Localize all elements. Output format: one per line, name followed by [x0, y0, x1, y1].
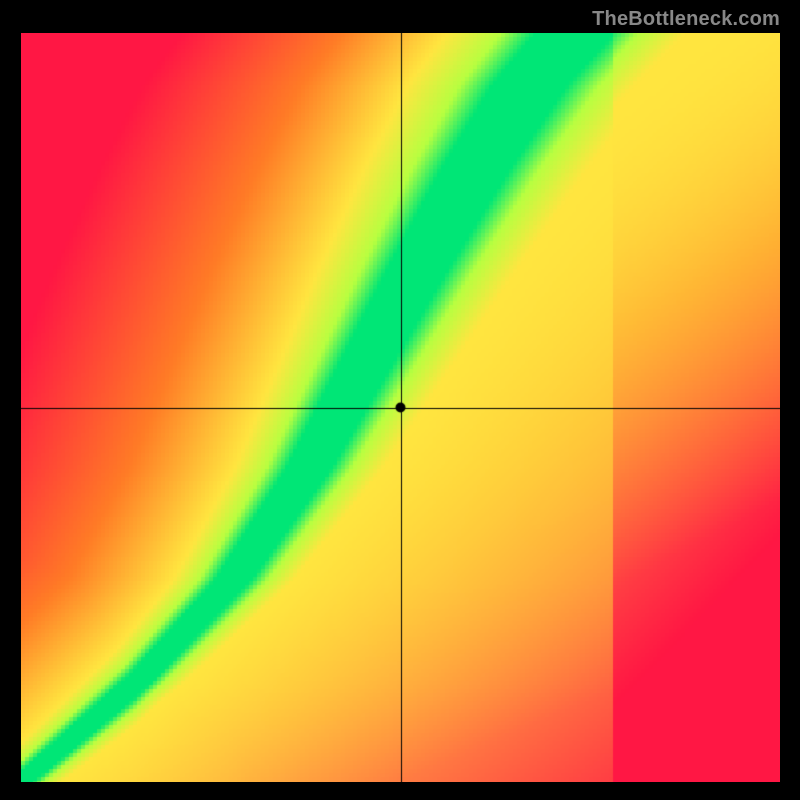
watermark-text: TheBottleneck.com [592, 8, 780, 31]
chart-container: TheBottleneck.com [0, 0, 800, 800]
heatmap-canvas [21, 33, 780, 782]
